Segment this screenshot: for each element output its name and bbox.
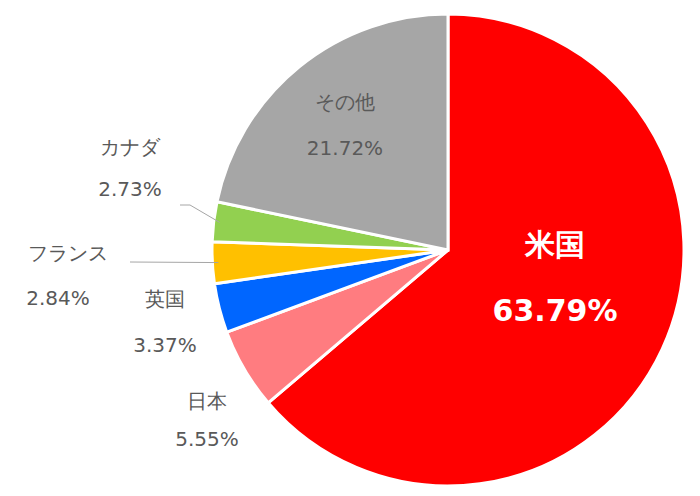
data-label: 5.55%: [175, 427, 239, 451]
category-label: 日本: [187, 389, 227, 413]
leader-line: [180, 205, 220, 222]
data-label: 21.72%: [307, 136, 383, 160]
chart: 米国 63.79% 日本 5.55% 英国 3.37% フランス 2.84% カナダ 2.73% そ…: [0, 0, 700, 496]
category-label: 英国: [145, 287, 185, 311]
pie: [212, 14, 684, 486]
data-label: 3.37%: [133, 333, 197, 357]
data-label: 2.84%: [26, 286, 90, 310]
labels: 米国 63.79% 日本 5.55% 英国 3.37% フランス 2.84% カナダ 2.73% そ…: [26, 90, 617, 451]
slice: [217, 14, 448, 250]
leader-line: [130, 262, 218, 264]
category-label: その他: [315, 90, 375, 114]
data-label: 2.73%: [98, 177, 162, 201]
category-label: フランス: [28, 241, 108, 265]
category-label: カナダ: [100, 135, 161, 159]
data-label: 63.79%: [493, 293, 618, 328]
category-label: 米国: [524, 227, 585, 262]
